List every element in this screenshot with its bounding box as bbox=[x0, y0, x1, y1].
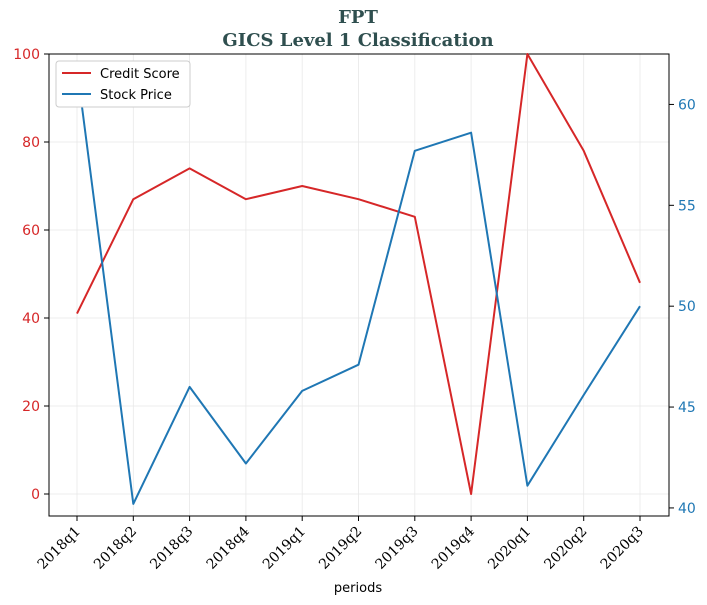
legend-label-credit-score: Credit Score bbox=[100, 67, 180, 82]
x-tick-label: 2019q1 bbox=[260, 524, 309, 573]
right-tick-label: 40 bbox=[678, 501, 696, 517]
chart-title: FPT bbox=[338, 7, 378, 28]
x-tick-label: 2020q1 bbox=[485, 524, 534, 573]
x-tick-label: 2019q3 bbox=[372, 524, 421, 573]
x-tick-label: 2018q2 bbox=[91, 524, 140, 573]
left-tick-label: 60 bbox=[22, 223, 40, 239]
x-tick-label: 2018q1 bbox=[35, 524, 84, 573]
x-tick-label: 2020q2 bbox=[541, 524, 590, 573]
x-tick-label: 2018q3 bbox=[147, 524, 196, 573]
left-tick-label: 20 bbox=[22, 399, 40, 415]
right-tick-label: 55 bbox=[678, 198, 696, 214]
gridlines bbox=[49, 53, 669, 516]
right-y-axis: 40 45 50 55 60 bbox=[669, 97, 696, 517]
right-tick-label: 50 bbox=[678, 299, 696, 315]
chart-subtitle: GICS Level 1 Classification bbox=[222, 30, 493, 51]
x-axis: 2018q1 2018q2 2018q3 2018q4 2019q1 2019q2 2019… bbox=[35, 516, 647, 573]
series-line-stock-price bbox=[76, 67, 641, 505]
legend: Credit Score Stock Price bbox=[55, 60, 191, 108]
left-y-axis: 0 20 40 60 80 100 bbox=[13, 47, 49, 503]
x-tick-label: 2020q3 bbox=[598, 524, 647, 573]
left-tick-label: 100 bbox=[13, 47, 40, 63]
x-tick-label: 2018q4 bbox=[204, 523, 253, 572]
right-tick-label: 45 bbox=[678, 400, 696, 416]
left-tick-label: 40 bbox=[22, 311, 40, 327]
series-line-credit-score bbox=[76, 53, 641, 495]
plot-frame bbox=[48, 53, 670, 517]
x-tick-label: 2019q4 bbox=[429, 523, 478, 572]
left-tick-label: 0 bbox=[31, 487, 40, 503]
series-layer bbox=[76, 53, 641, 505]
left-tick-label: 80 bbox=[22, 135, 40, 151]
x-tick-label: 2019q2 bbox=[316, 524, 365, 573]
legend-label-stock-price: Stock Price bbox=[100, 88, 172, 103]
x-axis-label: periods bbox=[334, 581, 382, 596]
right-tick-label: 60 bbox=[678, 97, 696, 113]
